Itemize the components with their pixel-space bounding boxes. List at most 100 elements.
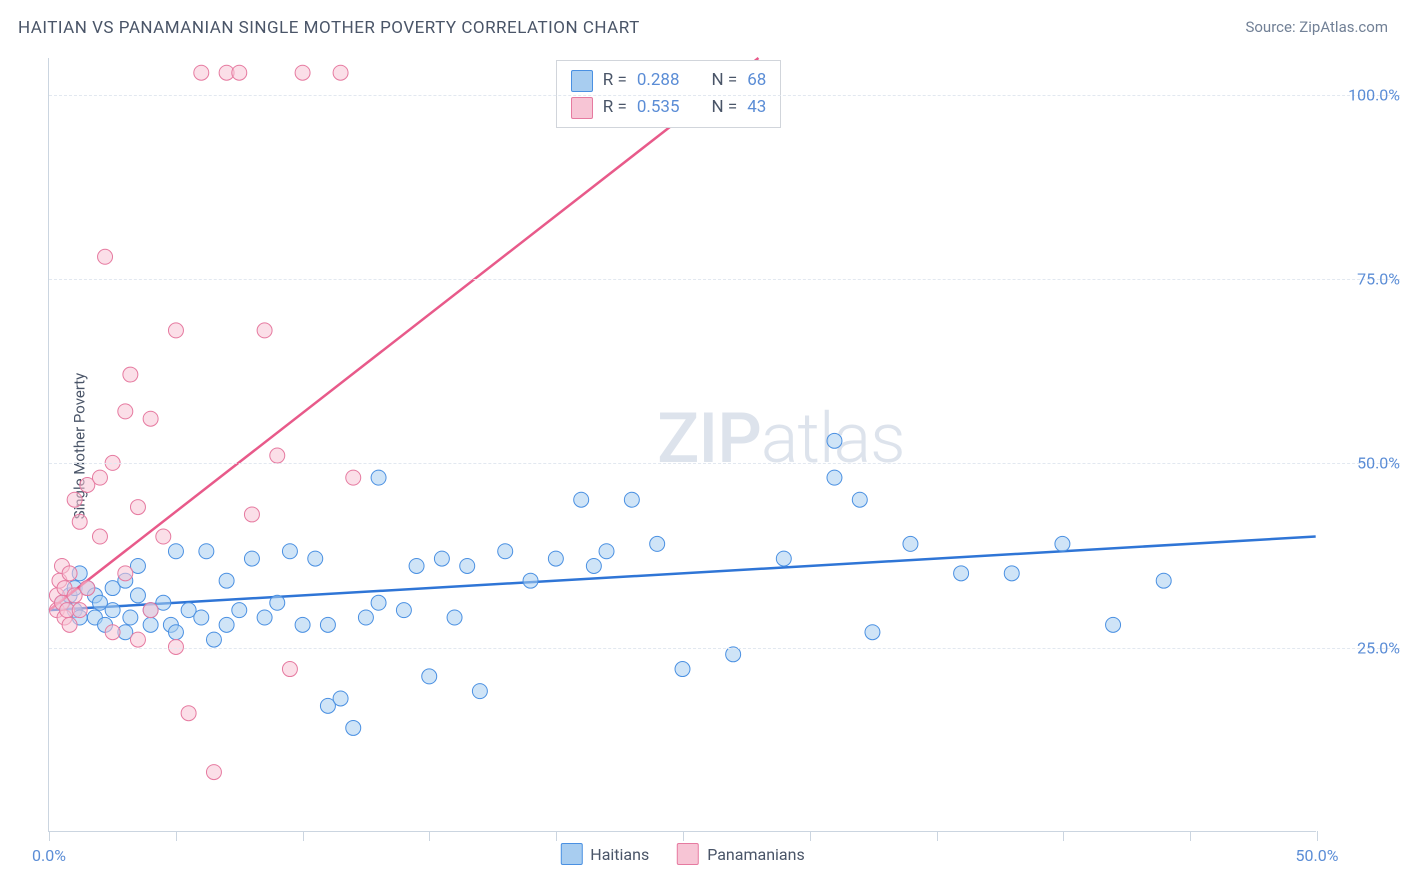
data-point[interactable]: [270, 448, 285, 463]
source-label: Source: ZipAtlas.com: [1245, 18, 1388, 36]
data-point[interactable]: [333, 65, 348, 80]
data-point[interactable]: [776, 551, 791, 566]
x-tick-label: 0.0%: [32, 846, 66, 865]
data-point[interactable]: [548, 551, 563, 566]
x-tick: [429, 831, 430, 841]
data-point[interactable]: [244, 507, 259, 522]
data-point[interactable]: [346, 470, 361, 485]
data-point[interactable]: [92, 529, 107, 544]
data-point[interactable]: [434, 551, 449, 566]
data-point[interactable]: [168, 544, 183, 559]
data-point[interactable]: [827, 470, 842, 485]
data-point[interactable]: [118, 404, 133, 419]
data-point[interactable]: [123, 610, 138, 625]
data-point[interactable]: [219, 573, 234, 588]
data-point[interactable]: [396, 603, 411, 618]
data-point[interactable]: [143, 617, 158, 632]
data-point[interactable]: [409, 558, 424, 573]
legend-r-label: R =: [603, 67, 627, 94]
data-point[interactable]: [574, 492, 589, 507]
data-point[interactable]: [523, 573, 538, 588]
legend-label: Panamanians: [707, 845, 805, 864]
data-point[interactable]: [130, 588, 145, 603]
data-point[interactable]: [257, 323, 272, 338]
legend-item-haitians[interactable]: Haitians: [560, 843, 649, 865]
data-point[interactable]: [371, 595, 386, 610]
data-point[interactable]: [650, 536, 665, 551]
data-point[interactable]: [244, 551, 259, 566]
data-point[interactable]: [80, 581, 95, 596]
data-point[interactable]: [257, 610, 272, 625]
data-point[interactable]: [472, 684, 487, 699]
data-point[interactable]: [295, 65, 310, 80]
y-tick-label: 25.0%: [1320, 638, 1400, 657]
data-point[interactable]: [460, 558, 475, 573]
data-point[interactable]: [358, 610, 373, 625]
data-point[interactable]: [194, 610, 209, 625]
data-point[interactable]: [422, 669, 437, 684]
data-point[interactable]: [282, 544, 297, 559]
data-point[interactable]: [320, 617, 335, 632]
x-tick: [1190, 831, 1191, 841]
data-point[interactable]: [852, 492, 867, 507]
legend-n-value: 43: [747, 94, 766, 121]
data-point[interactable]: [105, 603, 120, 618]
data-point[interactable]: [1156, 573, 1171, 588]
data-point[interactable]: [726, 647, 741, 662]
data-point[interactable]: [232, 65, 247, 80]
data-point[interactable]: [123, 367, 138, 382]
y-tick-label: 75.0%: [1320, 270, 1400, 289]
x-tick: [1317, 831, 1318, 841]
data-point[interactable]: [1106, 617, 1121, 632]
data-point[interactable]: [130, 632, 145, 647]
data-point[interactable]: [447, 610, 462, 625]
data-point[interactable]: [105, 625, 120, 640]
data-point[interactable]: [98, 249, 113, 264]
data-point[interactable]: [346, 720, 361, 735]
data-point[interactable]: [199, 544, 214, 559]
data-point[interactable]: [62, 566, 77, 581]
data-point[interactable]: [827, 433, 842, 448]
data-point[interactable]: [954, 566, 969, 581]
data-point[interactable]: [586, 558, 601, 573]
data-point[interactable]: [282, 662, 297, 677]
data-point[interactable]: [62, 617, 77, 632]
data-point[interactable]: [130, 500, 145, 515]
x-tick: [556, 831, 557, 841]
data-point[interactable]: [498, 544, 513, 559]
data-point[interactable]: [206, 765, 221, 780]
data-point[interactable]: [181, 706, 196, 721]
series-legend: Haitians Panamanians: [560, 843, 804, 865]
data-point[interactable]: [168, 323, 183, 338]
gridline: [49, 279, 1400, 280]
data-point[interactable]: [219, 617, 234, 632]
data-point[interactable]: [232, 603, 247, 618]
data-point[interactable]: [1055, 536, 1070, 551]
data-point[interactable]: [599, 544, 614, 559]
data-point[interactable]: [675, 662, 690, 677]
data-point[interactable]: [1004, 566, 1019, 581]
legend-item-panamanians[interactable]: Panamanians: [677, 843, 805, 865]
data-point[interactable]: [118, 566, 133, 581]
data-point[interactable]: [624, 492, 639, 507]
data-point[interactable]: [143, 411, 158, 426]
legend-swatch-icon: [571, 97, 593, 119]
data-point[interactable]: [295, 617, 310, 632]
legend-label: Haitians: [590, 845, 649, 864]
data-point[interactable]: [143, 603, 158, 618]
data-point[interactable]: [903, 536, 918, 551]
data-point[interactable]: [308, 551, 323, 566]
data-point[interactable]: [194, 65, 209, 80]
data-point[interactable]: [206, 632, 221, 647]
x-tick: [1063, 831, 1064, 841]
data-point[interactable]: [92, 470, 107, 485]
data-point[interactable]: [67, 492, 82, 507]
data-point[interactable]: [168, 625, 183, 640]
data-point[interactable]: [865, 625, 880, 640]
data-point[interactable]: [156, 529, 171, 544]
data-point[interactable]: [270, 595, 285, 610]
data-point[interactable]: [72, 514, 87, 529]
data-point[interactable]: [333, 691, 348, 706]
data-point[interactable]: [72, 603, 87, 618]
data-point[interactable]: [371, 470, 386, 485]
